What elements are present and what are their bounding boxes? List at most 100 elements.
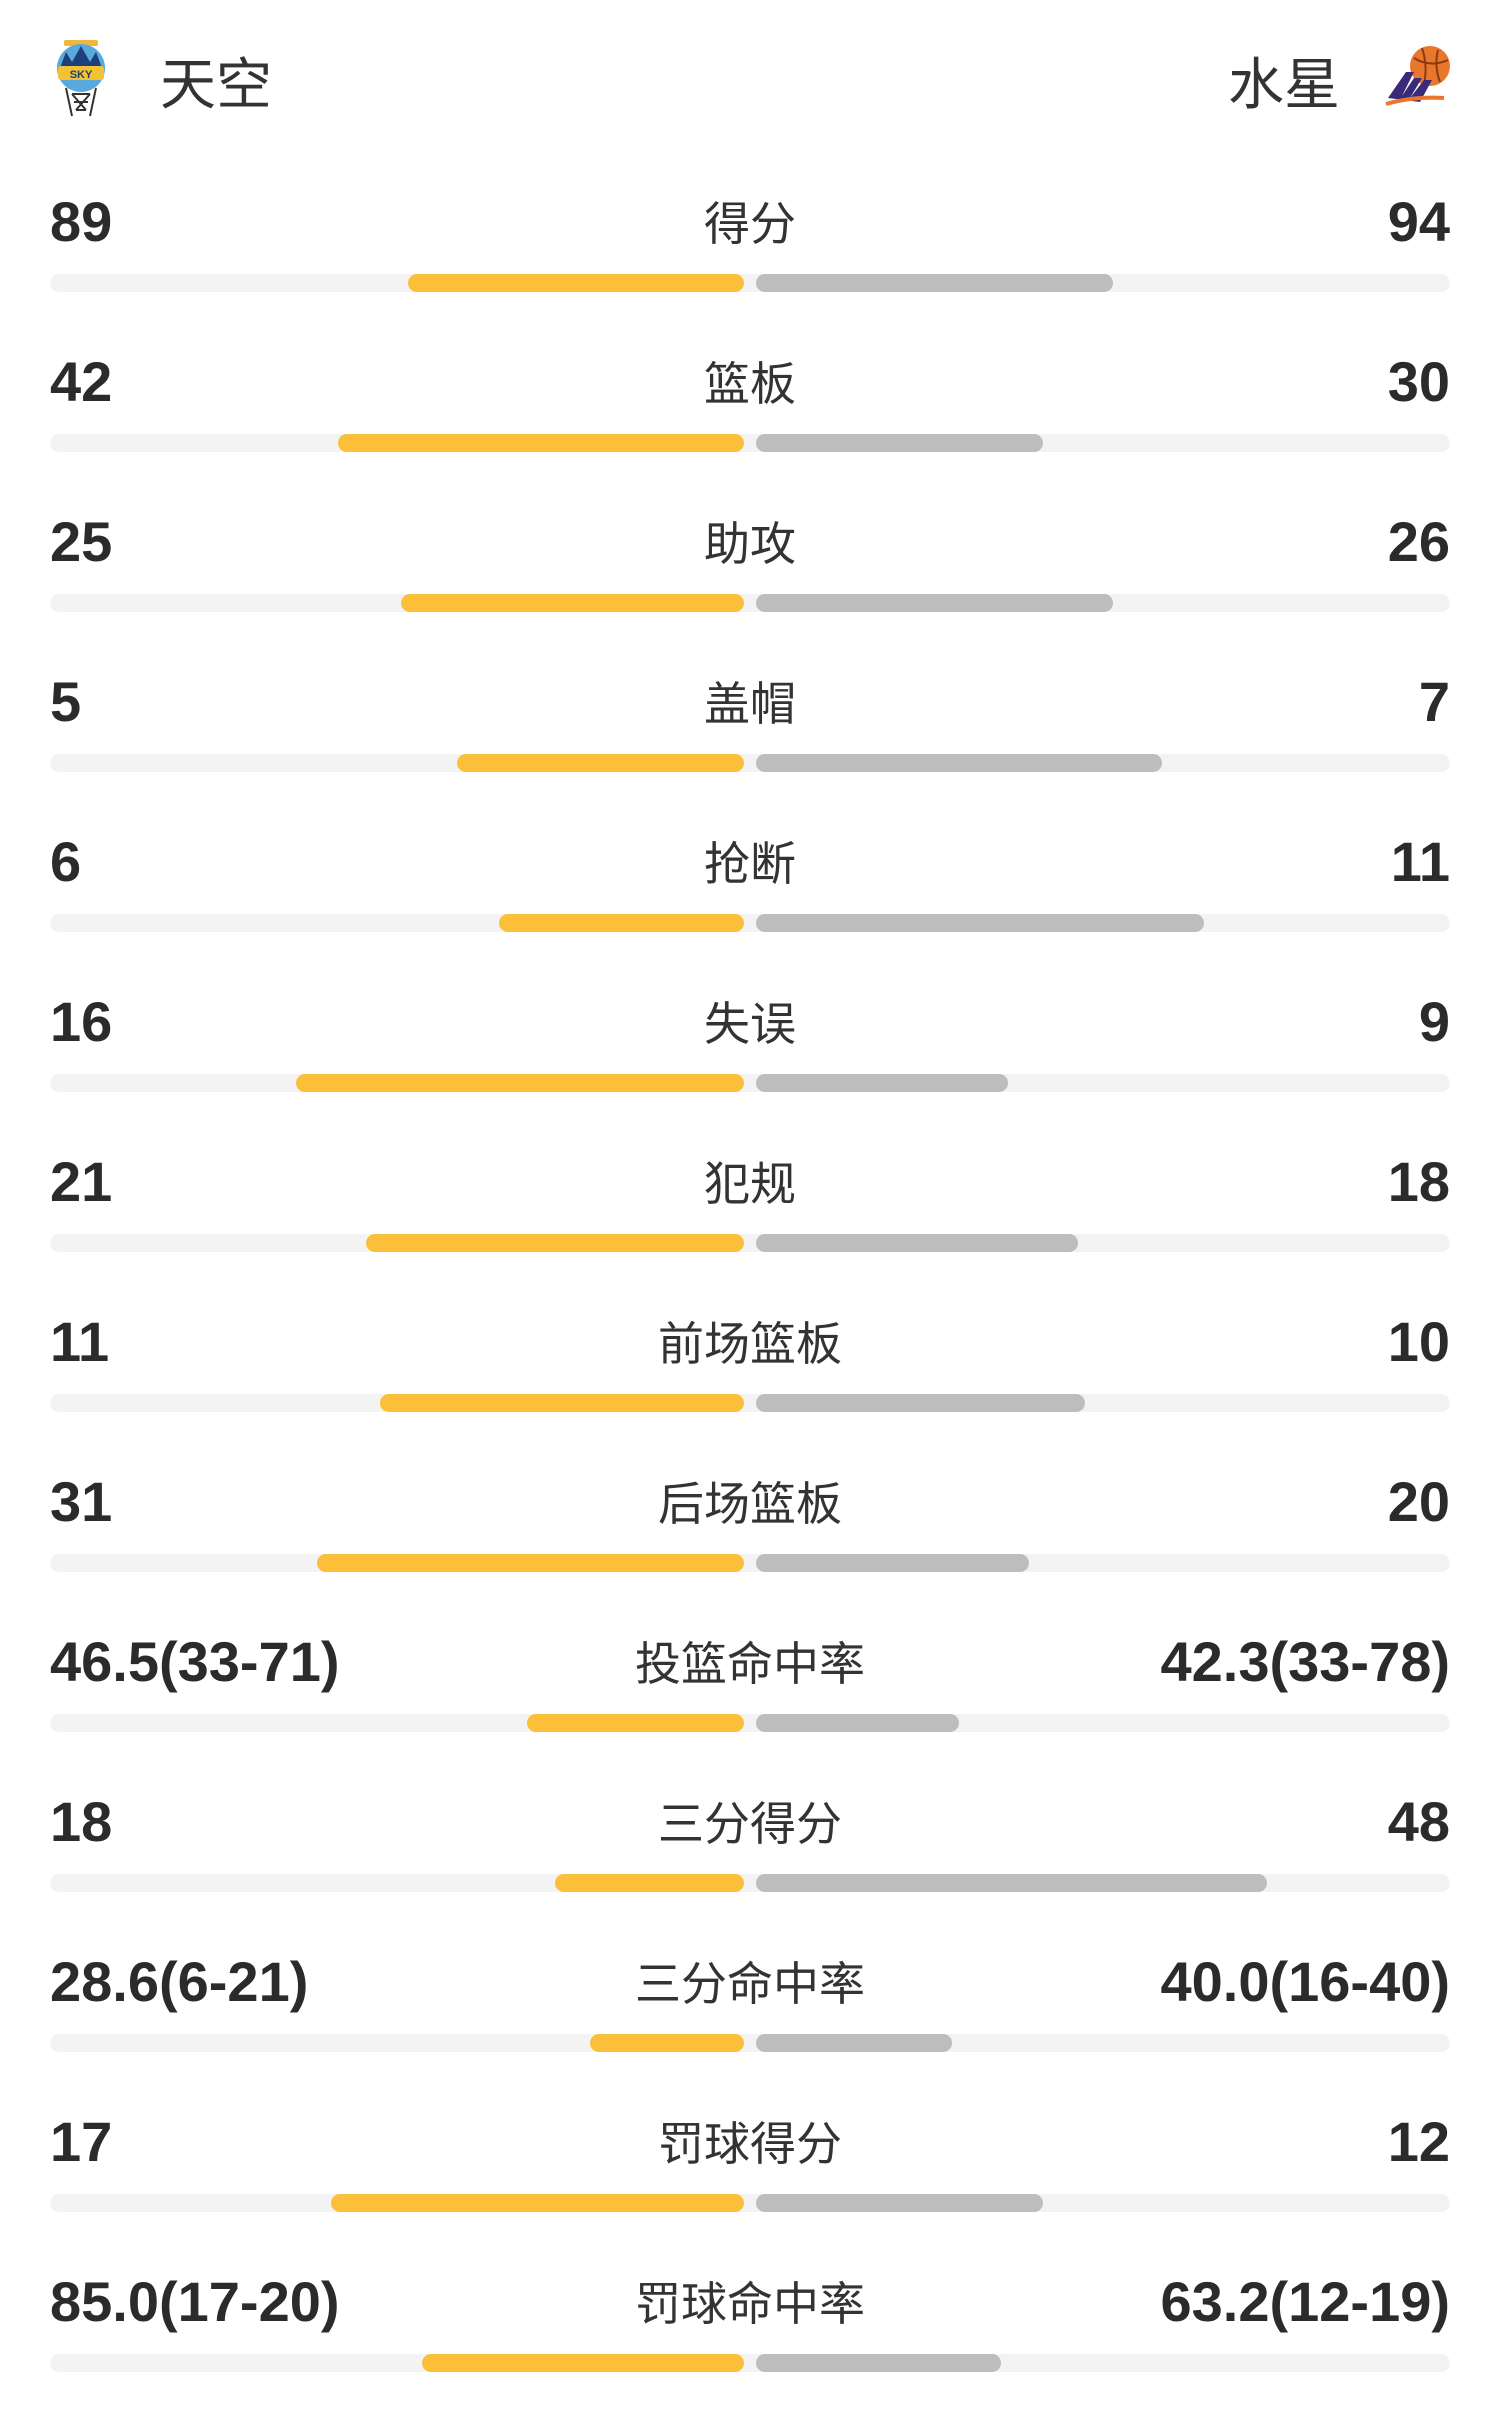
stat-label: 抢断 (704, 837, 796, 891)
stat-track (50, 1714, 1450, 1732)
away-stat-bar (756, 1714, 959, 1732)
stat-track (50, 1234, 1450, 1252)
home-stat-value: 21 (50, 1150, 113, 1213)
stats-list: 89 得分 94 42 篮板 30 25 助攻 26 5 盖帽 7 6 抢断 11 16 失误 9 21 犯规 18 11… (0, 170, 1500, 2410)
home-stat-bar (408, 274, 744, 292)
stat-track (50, 2354, 1450, 2372)
away-stat-bar (756, 2034, 952, 2052)
home-stat-value: 11 (50, 1310, 110, 1373)
home-stat-bar (457, 754, 744, 772)
stat-label: 罚球得分 (658, 2117, 842, 2171)
stat-row: 21 犯规 18 (0, 1130, 1500, 1290)
stat-label: 前场篮板 (658, 1317, 842, 1371)
home-stat-value: 31 (50, 1470, 113, 1533)
stat-row: 46.5(33-71) 投篮命中率 42.3(33-78) (0, 1610, 1500, 1770)
stat-row: 25 助攻 26 (0, 490, 1500, 650)
stat-label: 得分 (704, 197, 796, 251)
away-stat-value: 9 (1418, 990, 1450, 1053)
stat-label: 犯规 (704, 1157, 796, 1211)
away-team[interactable]: 水星 (1228, 38, 1454, 122)
away-stat-value: 30 (1387, 350, 1450, 413)
stat-row: 17 罚球得分 12 (0, 2090, 1500, 2250)
stat-track (50, 1554, 1450, 1572)
stat-row: 31 后场篮板 20 (0, 1450, 1500, 1610)
away-stat-value: 26 (1387, 510, 1450, 573)
home-stat-bar (555, 1874, 744, 1892)
home-team-name: 天空 (160, 52, 272, 118)
home-stat-bar (331, 2194, 744, 2212)
home-stat-value: 6 (50, 830, 82, 893)
away-stat-value: 48 (1387, 1790, 1450, 1853)
away-stat-bar (756, 1394, 1085, 1412)
away-team-name: 水星 (1228, 52, 1340, 118)
stat-label: 罚球命中率 (635, 2277, 865, 2331)
stat-label: 篮板 (704, 357, 796, 411)
home-stat-value: 89 (50, 190, 113, 253)
home-stat-value: 16 (50, 990, 113, 1053)
stat-label: 三分命中率 (635, 1957, 865, 2011)
home-stat-bar (366, 1234, 744, 1252)
home-stat-bar (317, 1554, 744, 1572)
stat-track (50, 434, 1450, 452)
away-stat-bar (756, 1554, 1029, 1572)
stat-label: 失误 (704, 997, 796, 1051)
phoenix-mercury-logo-icon (1385, 46, 1450, 106)
stat-row: 16 失误 9 (0, 970, 1500, 1130)
home-stat-bar (499, 914, 744, 932)
away-stat-bar (756, 434, 1043, 452)
home-stat-bar (380, 1394, 744, 1412)
stat-row: 6 抢断 11 (0, 810, 1500, 970)
stat-track (50, 594, 1450, 612)
stat-track (50, 914, 1450, 932)
home-stat-bar (296, 1074, 744, 1092)
home-stat-bar (422, 2354, 744, 2372)
stat-track (50, 754, 1450, 772)
away-stat-bar (756, 2354, 1001, 2372)
stat-label: 后场篮板 (658, 1477, 842, 1531)
home-stat-value: 17 (50, 2110, 113, 2173)
away-stat-value: 7 (1418, 670, 1450, 733)
away-stat-value: 10 (1387, 1310, 1450, 1373)
away-stat-bar (756, 754, 1162, 772)
stat-track (50, 1074, 1450, 1092)
home-stat-value: 85.0(17-20) (50, 2270, 340, 2333)
team-header: SKY 天空 水星 (0, 0, 1500, 160)
away-stat-bar (756, 1874, 1267, 1892)
home-stat-bar (590, 2034, 744, 2052)
stat-label: 助攻 (704, 517, 796, 571)
home-stat-bar (401, 594, 744, 612)
away-stat-value: 40.0(16-40) (1160, 1950, 1450, 2013)
home-stat-bar (338, 434, 744, 452)
stat-track (50, 2194, 1450, 2212)
stat-row: 11 前场篮板 10 (0, 1290, 1500, 1450)
stat-row: 5 盖帽 7 (0, 650, 1500, 810)
home-stat-value: 25 (50, 510, 113, 573)
home-stat-value: 46.5(33-71) (50, 1630, 340, 1693)
away-stat-value: 42.3(33-78) (1160, 1630, 1450, 1693)
stat-label: 三分得分 (658, 1797, 842, 1851)
away-stat-value: 94 (1387, 190, 1450, 253)
away-stat-bar (756, 1074, 1008, 1092)
home-stat-value: 28.6(6-21) (50, 1950, 309, 2013)
stat-track (50, 274, 1450, 292)
away-stat-value: 20 (1387, 1470, 1450, 1533)
home-stat-bar (527, 1714, 744, 1732)
stat-track (50, 1394, 1450, 1412)
stat-row: 28.6(6-21) 三分命中率 40.0(16-40) (0, 1930, 1500, 2090)
away-stat-value: 11 (1390, 830, 1450, 893)
away-stat-bar (756, 1234, 1078, 1252)
stat-label: 投篮命中率 (635, 1637, 865, 1691)
stat-track (50, 2034, 1450, 2052)
away-stat-value: 18 (1387, 1150, 1450, 1213)
away-stat-value: 12 (1387, 2110, 1450, 2173)
home-stat-value: 42 (50, 350, 113, 413)
home-stat-value: 18 (50, 1790, 113, 1853)
home-team[interactable]: SKY 天空 (46, 38, 272, 122)
stat-row: 18 三分得分 48 (0, 1770, 1500, 1930)
away-stat-bar (756, 274, 1113, 292)
stat-row: 89 得分 94 (0, 170, 1500, 330)
away-stat-bar (756, 914, 1204, 932)
home-stat-value: 5 (50, 670, 82, 733)
chicago-sky-logo-icon: SKY (57, 40, 105, 117)
away-stat-bar (756, 2194, 1043, 2212)
